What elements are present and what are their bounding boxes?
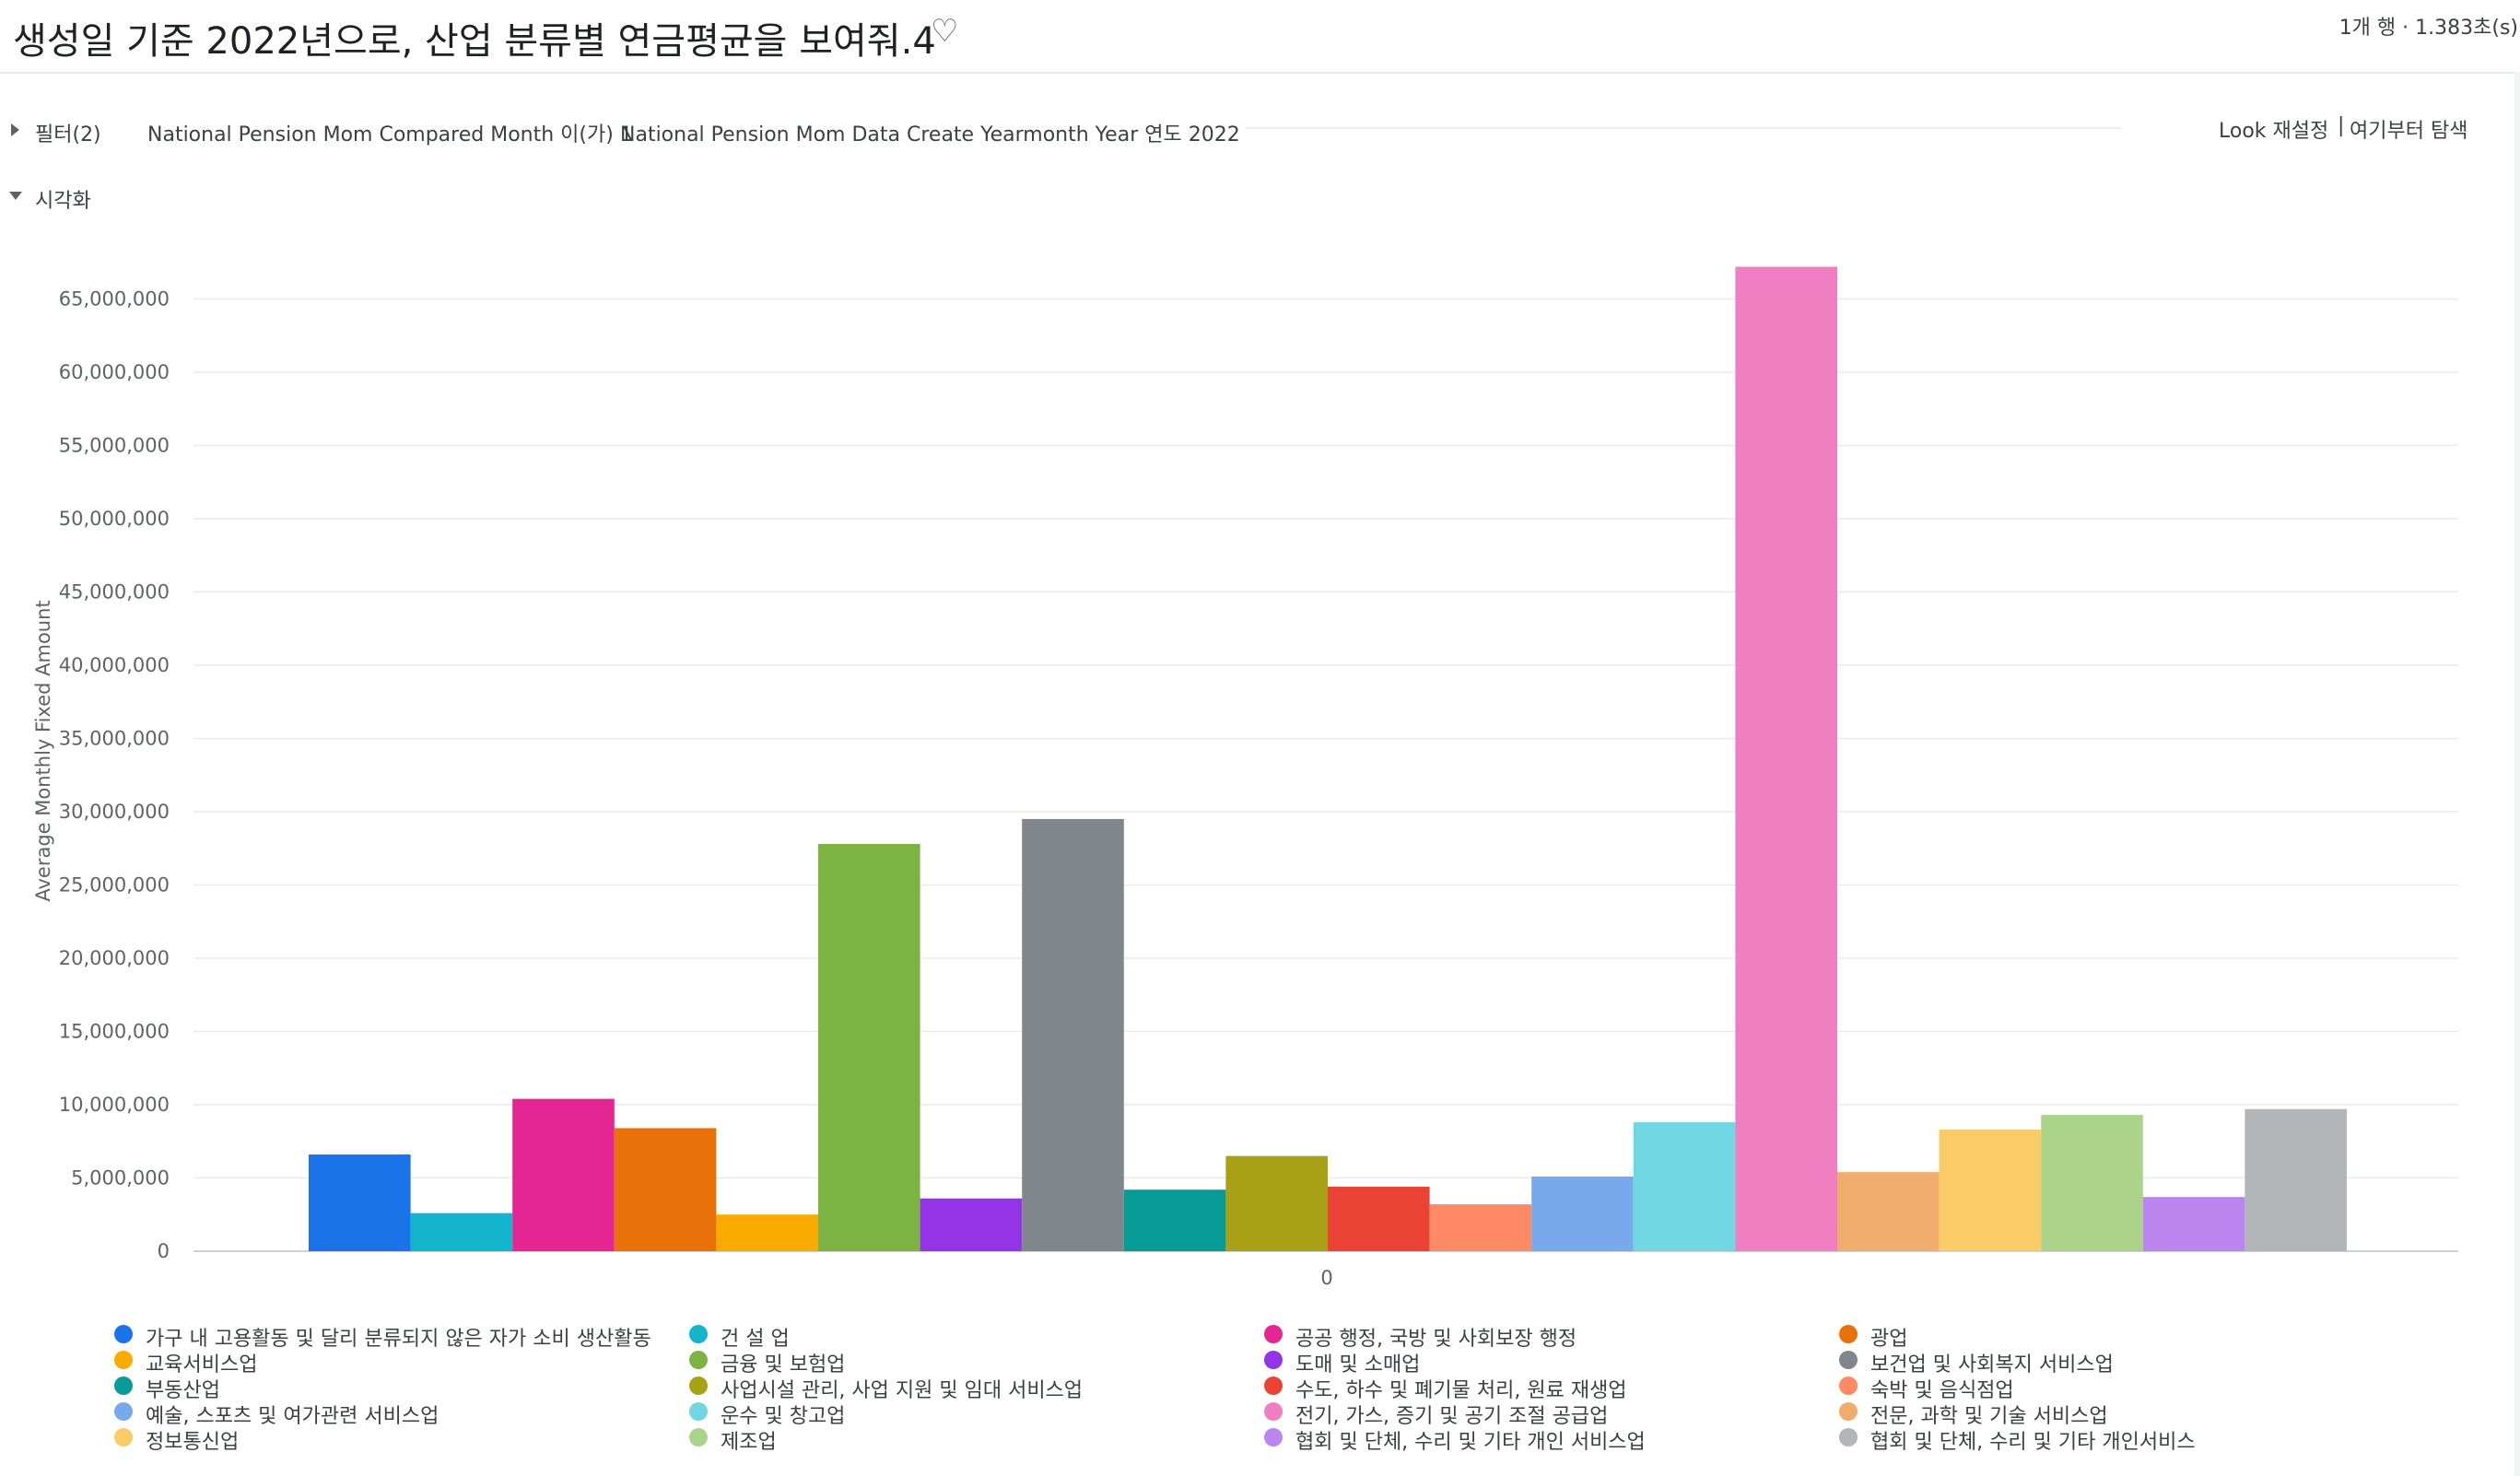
y-tick-label: 50,000,000 xyxy=(59,508,170,530)
legend-swatch xyxy=(689,1351,708,1369)
page-title: 생성일 기준 2022년으로, 산업 분류별 연금평균을 보여줘.4 xyxy=(13,20,936,63)
bar[interactable] xyxy=(920,1198,1023,1251)
expand-filters-icon[interactable] xyxy=(11,123,19,136)
legend-swatch xyxy=(1839,1428,1858,1447)
collapse-visualization-icon[interactable] xyxy=(9,192,22,200)
heart-outline-icon[interactable]: ♡ xyxy=(931,13,959,50)
x-tick-label: 0 xyxy=(1320,1267,1332,1289)
bar[interactable] xyxy=(1123,1189,1226,1251)
bar[interactable] xyxy=(716,1214,818,1251)
y-tick-label: 5,000,000 xyxy=(71,1167,170,1189)
bar[interactable] xyxy=(2041,1115,2143,1251)
legend-label: 건 설 업 xyxy=(721,1328,790,1351)
filter-row: 필터(2) National Pension Mom Compared Mont… xyxy=(0,111,2520,151)
legend-swatch xyxy=(689,1376,708,1395)
bar[interactable] xyxy=(1022,818,1124,1251)
legend-label: 보건업 및 사회복지 서비스업 xyxy=(1870,1353,2114,1376)
y-tick-label: 35,000,000 xyxy=(59,728,170,750)
legend-swatch xyxy=(114,1351,133,1369)
legend-label: 사업시설 관리, 사업 지원 및 임대 서비스업 xyxy=(721,1379,1084,1402)
bar[interactable] xyxy=(1837,1172,1940,1251)
legend-swatch xyxy=(689,1428,708,1447)
y-tick-label: 10,000,000 xyxy=(59,1094,170,1116)
legend-swatch xyxy=(1264,1351,1283,1369)
bar[interactable] xyxy=(1429,1204,1532,1251)
x-axis-ticks: 0 xyxy=(1320,1267,1332,1289)
filters-toggle[interactable]: 필터(2) xyxy=(35,123,101,146)
legend-label: 제조업 xyxy=(721,1431,777,1454)
y-axis-ticks: 0 5,000,000 10,000,000 15,000,000 20,000,000… xyxy=(59,288,170,1263)
legend-label: 도매 및 소매업 xyxy=(1295,1353,1421,1376)
bar[interactable] xyxy=(512,1098,615,1251)
bar[interactable] xyxy=(2245,1108,2347,1251)
legend-swatch xyxy=(114,1325,133,1343)
y-tick-label: 55,000,000 xyxy=(59,435,170,457)
bar-chart: 0 5,000,000 10,000,000 15,000,000 20,000,000… xyxy=(32,266,2458,1289)
legend-label: 교육서비스업 xyxy=(146,1353,258,1376)
look-reset-link[interactable]: Look 재설정 xyxy=(2219,120,2329,143)
scroll-track xyxy=(2514,72,2520,1476)
legend-swatch xyxy=(1264,1402,1283,1421)
bar[interactable] xyxy=(309,1154,411,1251)
legend-label: 정보통신업 xyxy=(146,1431,240,1454)
explore-from-here-link[interactable]: 여기부터 탐색 xyxy=(2350,120,2468,143)
y-tick-label: 45,000,000 xyxy=(59,581,170,603)
legend-label: 예술, 스포츠 및 여가관련 서비스업 xyxy=(146,1405,440,1428)
legend-label: 공공 행정, 국방 및 사회보장 행정 xyxy=(1295,1328,1577,1351)
bar[interactable] xyxy=(818,843,920,1251)
bar[interactable] xyxy=(410,1212,513,1251)
y-tick-label: 65,000,000 xyxy=(59,288,170,310)
legend-swatch xyxy=(1264,1428,1283,1447)
y-tick-label: 25,000,000 xyxy=(59,874,170,896)
gridlines xyxy=(193,298,2458,1252)
legend-swatch xyxy=(689,1325,708,1343)
legend-label: 협회 및 단체, 수리 및 기타 개인서비스 xyxy=(1870,1431,2196,1454)
chart-legend: 가구 내 고용활동 및 달리 분류되지 않은 자가 소비 생산활동 건 설 업 공공… xyxy=(0,1318,2520,1465)
legend-label: 협회 및 단체, 수리 및 기타 개인 서비스업 xyxy=(1295,1431,1646,1454)
legend-label: 숙박 및 음식점업 xyxy=(1870,1379,2014,1402)
visualization-toggle[interactable]: 시각화 xyxy=(35,190,91,213)
y-axis-title: Average Monthly Fixed Amount xyxy=(32,600,54,901)
y-tick-label: 30,000,000 xyxy=(59,801,170,823)
legend-label: 전기, 가스, 증기 및 공기 조절 공급업 xyxy=(1295,1405,1609,1428)
y-tick-label: 60,000,000 xyxy=(59,361,170,383)
legend-swatch xyxy=(1839,1351,1858,1369)
filter-item[interactable]: National Pension Mom Compared Month 이(가)… xyxy=(147,123,633,146)
bar[interactable] xyxy=(1633,1122,1736,1251)
link-separator: | xyxy=(2338,114,2345,137)
legend-swatch xyxy=(114,1428,133,1447)
header-bar: 생성일 기준 2022년으로, 산업 분류별 연금평균을 보여줘.4 ♡ 1개 … xyxy=(0,0,2520,74)
legend-swatch xyxy=(114,1402,133,1421)
y-tick-label: 0 xyxy=(158,1240,170,1262)
legend-swatch xyxy=(1264,1376,1283,1395)
bar[interactable] xyxy=(1939,1130,2042,1251)
bars xyxy=(309,266,2347,1251)
legend-swatch xyxy=(1264,1325,1283,1343)
bar[interactable] xyxy=(1531,1176,1634,1251)
y-tick-label: 20,000,000 xyxy=(59,947,170,969)
legend-label: 가구 내 고용활동 및 달리 분류되지 않은 자가 소비 생산활동 xyxy=(146,1328,651,1351)
legend-label: 부동산업 xyxy=(146,1379,220,1402)
filter-item[interactable]: National Pension Mom Data Create Yearmon… xyxy=(620,123,1240,146)
query-meta: 1개 행 · 1.383초(s) xyxy=(2338,17,2518,40)
filter-divider xyxy=(1246,127,2121,129)
bar[interactable] xyxy=(1328,1187,1430,1251)
y-tick-label: 15,000,000 xyxy=(59,1021,170,1043)
legend-label: 금융 및 보험업 xyxy=(721,1353,846,1376)
legend-label: 전문, 과학 및 기술 서비스업 xyxy=(1870,1405,2108,1428)
y-tick-label: 40,000,000 xyxy=(59,654,170,676)
bar[interactable] xyxy=(2142,1197,2245,1251)
legend-swatch xyxy=(114,1376,133,1395)
legend-label: 운수 및 창고업 xyxy=(721,1405,846,1428)
legend-swatch xyxy=(689,1402,708,1421)
bar[interactable] xyxy=(1735,266,1837,1251)
legend-label: 수도, 하수 및 폐기물 처리, 원료 재생업 xyxy=(1295,1379,1627,1402)
legend-swatch xyxy=(1839,1325,1858,1343)
bar[interactable] xyxy=(1225,1155,1328,1251)
bar[interactable] xyxy=(614,1128,717,1251)
legend-label: 광업 xyxy=(1870,1328,1908,1351)
legend-swatch xyxy=(1839,1402,1858,1421)
legend-swatch xyxy=(1839,1376,1858,1395)
visualization-row: 시각화 xyxy=(0,182,276,214)
